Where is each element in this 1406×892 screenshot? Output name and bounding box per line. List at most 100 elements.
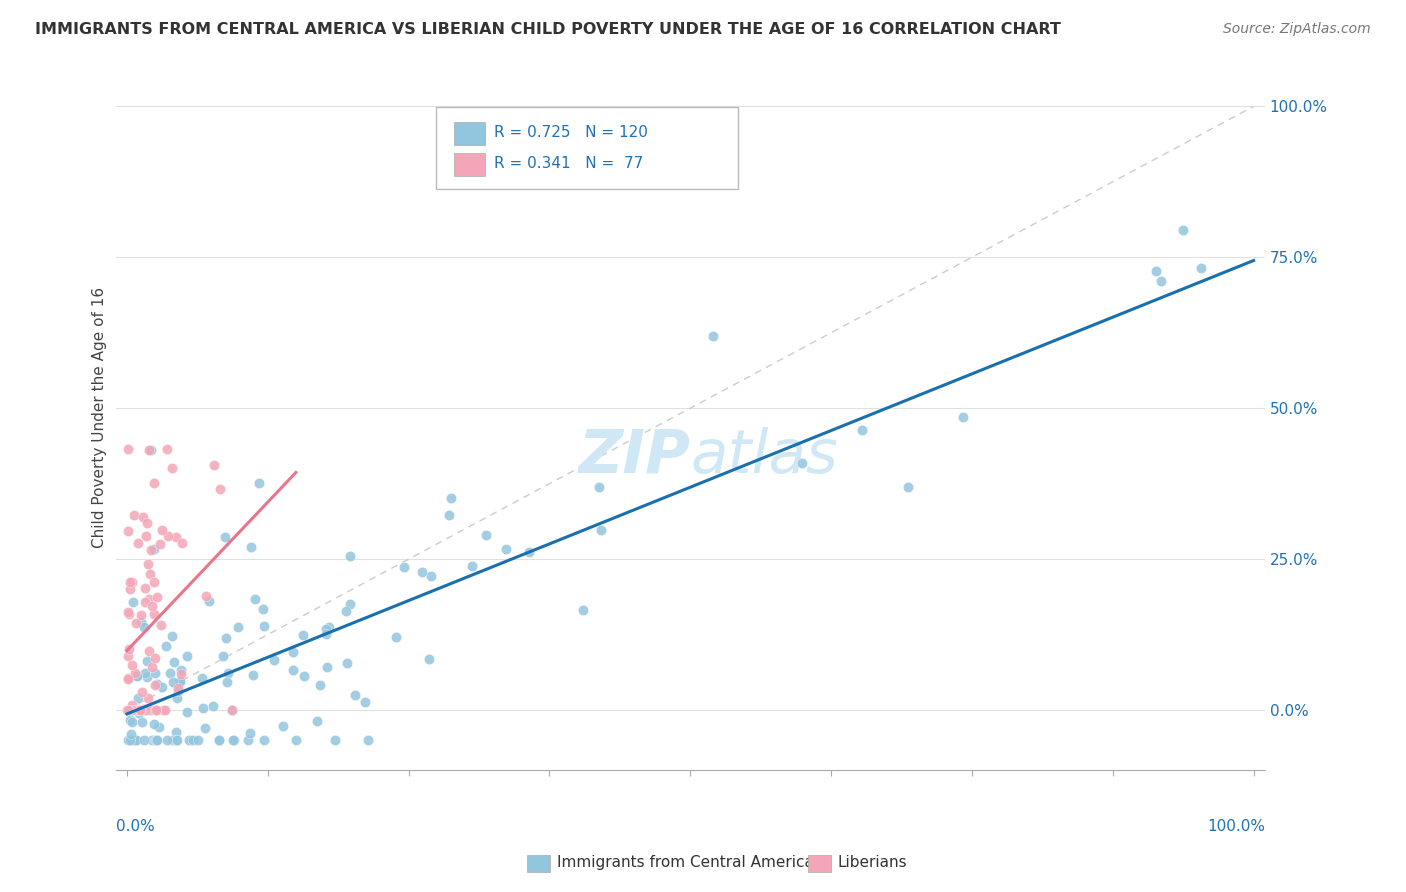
Point — [153, 703, 176, 717]
Point — [132, 701, 155, 715]
Point — [156, 733, 179, 747]
Point — [167, 684, 190, 698]
Point — [117, 524, 139, 538]
Point — [150, 680, 173, 694]
Point — [122, 733, 145, 747]
Point — [215, 675, 238, 690]
Point — [134, 594, 156, 608]
Point — [1189, 261, 1212, 276]
Point — [202, 458, 225, 472]
Point — [150, 617, 173, 632]
Point — [117, 672, 139, 686]
Point — [221, 703, 243, 717]
Point — [129, 703, 152, 717]
Point — [143, 678, 166, 692]
Point — [292, 669, 315, 683]
Point — [134, 581, 156, 595]
Point — [122, 595, 145, 609]
Point — [125, 733, 148, 747]
Point — [252, 602, 274, 616]
Point — [208, 733, 231, 747]
Point — [344, 688, 367, 702]
Point — [117, 703, 139, 717]
Text: R = 0.725   N = 120: R = 0.725 N = 120 — [494, 126, 647, 140]
Point — [418, 652, 440, 666]
Text: R = 0.341   N =  77: R = 0.341 N = 77 — [494, 156, 643, 170]
Point — [194, 721, 217, 735]
Point — [440, 491, 463, 505]
Point — [316, 660, 339, 674]
Point — [384, 630, 406, 644]
Point — [221, 703, 243, 717]
Point — [1171, 223, 1194, 237]
Point — [851, 423, 873, 437]
Point — [176, 648, 198, 663]
Point — [336, 656, 359, 670]
Point — [143, 665, 166, 680]
Point — [143, 607, 166, 621]
Point — [195, 589, 218, 603]
Point — [120, 703, 142, 717]
Point — [117, 703, 139, 717]
Point — [136, 703, 159, 717]
Point — [228, 620, 250, 634]
Point — [589, 523, 612, 537]
Point — [309, 677, 332, 691]
Point — [146, 590, 169, 604]
Point — [127, 668, 149, 682]
Point — [146, 677, 169, 691]
Point — [146, 703, 169, 717]
Point — [121, 574, 143, 589]
Point — [121, 698, 143, 712]
Point — [141, 703, 163, 717]
Point — [475, 528, 498, 542]
Point — [118, 703, 141, 717]
Point — [117, 605, 139, 619]
Point — [120, 727, 142, 741]
Point — [146, 733, 169, 747]
Point — [517, 545, 540, 559]
Text: Immigrants from Central America: Immigrants from Central America — [557, 855, 814, 870]
Point — [148, 721, 170, 735]
Point — [702, 329, 724, 343]
Point — [150, 523, 173, 537]
Point — [420, 569, 443, 583]
Point — [160, 629, 183, 643]
Point — [242, 668, 264, 682]
Point — [117, 671, 139, 685]
Point — [117, 442, 139, 457]
Point — [240, 540, 263, 554]
Point — [142, 476, 165, 491]
Point — [121, 714, 143, 729]
Point — [292, 628, 315, 642]
Point — [460, 559, 482, 574]
Point — [145, 703, 167, 717]
Point — [121, 658, 143, 673]
Point — [160, 461, 183, 475]
Point — [1144, 264, 1167, 278]
Point — [222, 733, 245, 747]
Point — [222, 733, 245, 747]
Point — [118, 607, 141, 622]
Point — [157, 529, 180, 543]
Point — [143, 733, 166, 747]
Point — [142, 574, 165, 589]
Point — [138, 644, 160, 658]
Point — [271, 719, 294, 733]
Point — [139, 443, 162, 458]
Point — [139, 542, 162, 557]
Point — [135, 529, 157, 543]
Point — [202, 699, 225, 714]
Point — [138, 591, 160, 606]
Point — [238, 733, 260, 747]
Point — [117, 649, 139, 664]
Point — [187, 733, 209, 747]
Point — [145, 733, 167, 747]
Point — [125, 703, 148, 717]
Point — [495, 542, 517, 557]
Point — [792, 456, 814, 470]
Point — [166, 733, 188, 747]
Point — [165, 724, 187, 739]
Point — [411, 565, 433, 579]
Point — [134, 733, 156, 747]
